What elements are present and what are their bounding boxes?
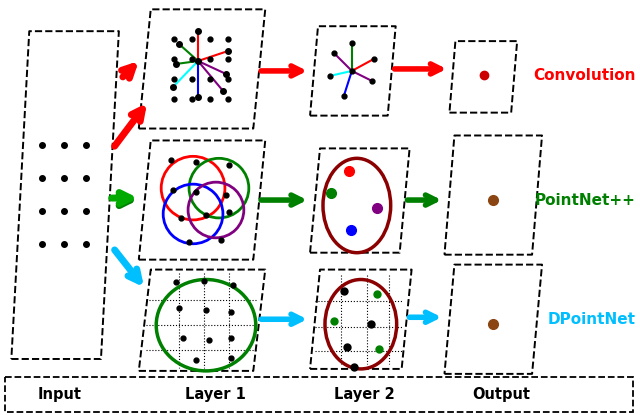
Text: Layer 1: Layer 1 [185,387,246,402]
Text: Convolution: Convolution [533,68,636,83]
Text: Layer 2: Layer 2 [335,387,395,402]
Text: Input: Input [37,387,81,402]
Text: DPointNet: DPointNet [548,312,636,327]
Text: Output: Output [472,387,530,402]
FancyBboxPatch shape [5,377,632,412]
Text: PointNet++: PointNet++ [535,193,636,208]
